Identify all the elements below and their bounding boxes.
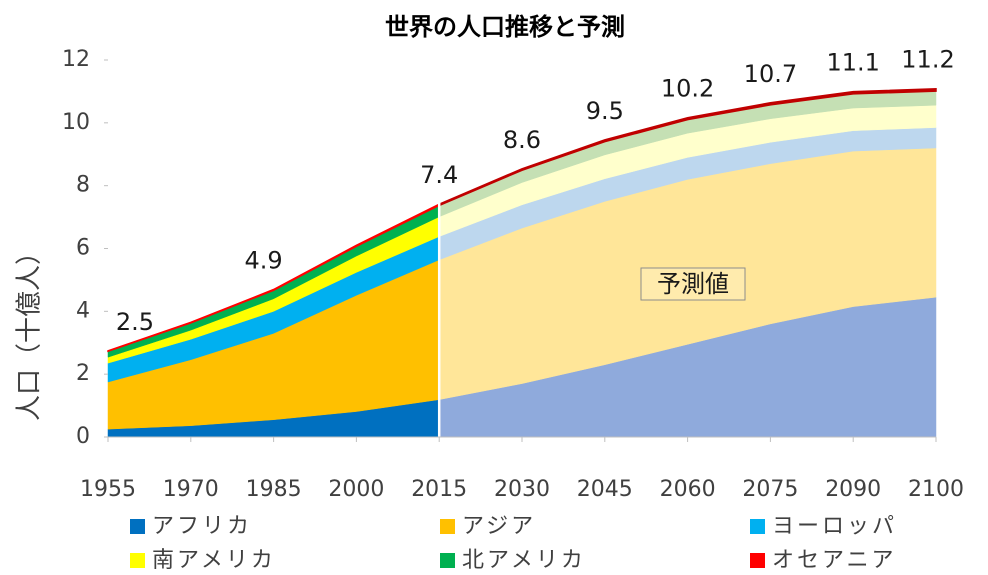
y-tick-label: 2: [76, 361, 90, 386]
total-label: 10.7: [744, 60, 797, 88]
x-tick-label: 2000: [328, 477, 384, 502]
x-tick-label: 2075: [742, 477, 798, 502]
x-tick-label: 2045: [577, 477, 633, 502]
x-tick-label: 1970: [163, 477, 219, 502]
legend-label: アフリカ: [152, 514, 252, 539]
total-label: 9.5: [586, 97, 624, 125]
total-label: 11.2: [901, 46, 954, 74]
x-tick-label: 2060: [660, 477, 716, 502]
total-label: 8.6: [503, 126, 541, 154]
legend-swatch: [750, 553, 765, 568]
y-axis-label: 人口（十億人）: [15, 239, 45, 421]
legend-swatch: [130, 519, 145, 534]
area: [438, 87, 937, 207]
total-label: 10.2: [661, 75, 714, 103]
total-label: 4.9: [245, 246, 283, 274]
legend-label: オセアニア: [772, 548, 897, 573]
y-tick-label: 8: [76, 173, 90, 198]
x-tick-label: 1985: [246, 477, 302, 502]
y-tick-label: 10: [62, 110, 90, 135]
total-label: 2.5: [116, 308, 154, 336]
legend-label: 北アメリカ: [462, 548, 586, 573]
y-tick-label: 0: [76, 424, 90, 449]
legend-swatch: [440, 519, 455, 534]
legend-label: 南アメリカ: [152, 548, 276, 573]
chart-title: 世界の人口推移と予測: [385, 13, 625, 41]
legend-swatch: [440, 553, 455, 568]
legend-swatch: [750, 519, 765, 534]
legend-label: ヨーロッパ: [772, 514, 897, 539]
total-label: 7.4: [420, 161, 458, 189]
x-tick-label: 1955: [80, 477, 136, 502]
y-tick-label: 6: [76, 236, 90, 261]
annotation-box: [640, 267, 746, 301]
x-tick-label: 2100: [908, 477, 964, 502]
y-tick-label: 4: [76, 298, 90, 323]
legend-label: アジア: [462, 514, 536, 539]
x-tick-label: 2030: [494, 477, 550, 502]
x-tick-label: 2090: [825, 477, 881, 502]
total-label: 11.1: [826, 49, 879, 77]
x-tick-label: 2015: [411, 477, 467, 502]
y-tick-label: 12: [62, 47, 90, 72]
annotation: 予測値: [657, 270, 729, 298]
legend-swatch: [130, 553, 145, 568]
